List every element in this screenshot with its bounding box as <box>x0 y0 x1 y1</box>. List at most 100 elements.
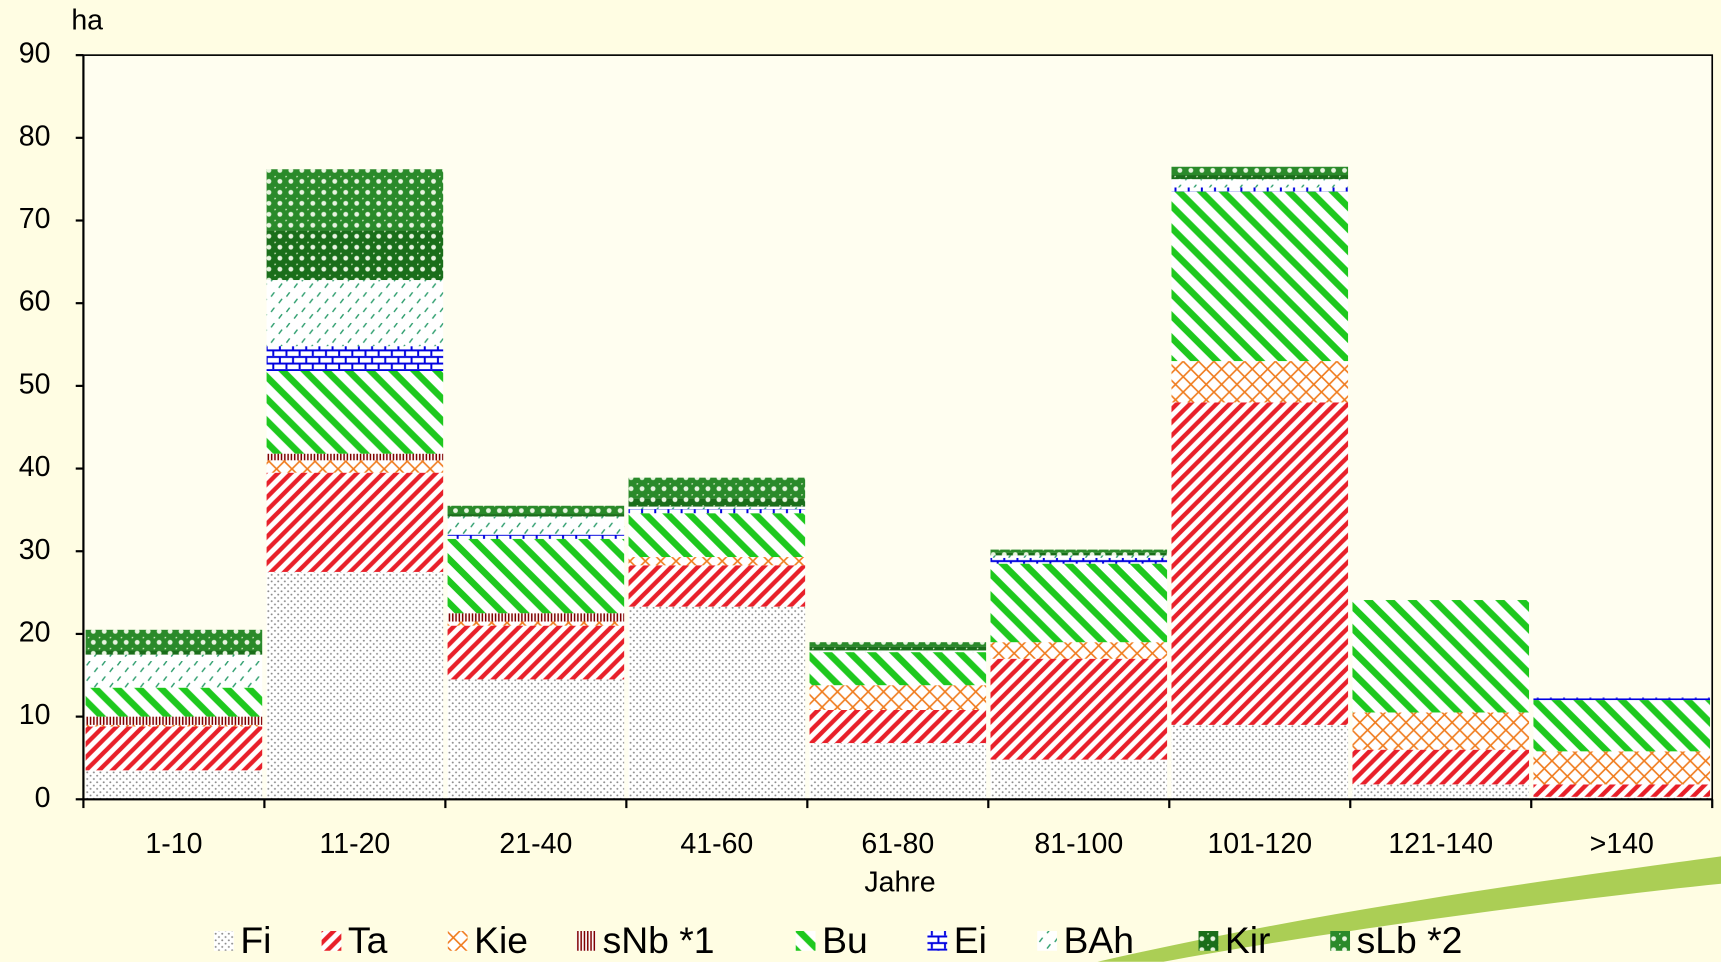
bar-segment <box>1171 402 1349 725</box>
bar-segment <box>990 549 1168 553</box>
legend-label: sNb *1 <box>603 919 715 961</box>
bar-segment <box>990 658 1168 760</box>
y-tick-label: 0 <box>35 782 51 814</box>
x-tick-label: 11-20 <box>319 828 390 860</box>
bar-segment <box>1171 175 1349 180</box>
y-tick-label: 70 <box>19 203 51 235</box>
bar-segment <box>1352 600 1530 713</box>
legend-label: sLb *2 <box>1357 919 1463 961</box>
legend-swatch <box>447 931 468 951</box>
bar-segment <box>85 716 263 725</box>
bar-segment <box>809 685 987 710</box>
legend-label: Ei <box>954 919 987 961</box>
bar-segment <box>809 650 987 653</box>
bar-segment <box>266 460 444 473</box>
bar-segment <box>628 565 806 607</box>
x-tick-label: 21-40 <box>499 828 572 860</box>
x-tick-label: 101-120 <box>1207 828 1312 860</box>
bar-segment <box>628 606 806 800</box>
bar-segment <box>1171 361 1349 403</box>
y-tick-label: 90 <box>19 38 51 70</box>
legend-swatch <box>576 931 596 951</box>
x-tick-label: 81-100 <box>1034 828 1123 860</box>
bar-segment <box>809 646 987 651</box>
legend-label: Kie <box>474 919 528 961</box>
bar-segment <box>85 724 263 727</box>
bar-segment <box>990 557 1168 564</box>
bar-segment <box>990 759 1168 800</box>
y-tick-label: 40 <box>19 451 51 483</box>
legend-label: Kir <box>1225 919 1271 961</box>
bar-segment <box>85 650 263 655</box>
y-tick-label: 10 <box>19 699 51 731</box>
bar-segment <box>628 506 806 510</box>
bar-segment <box>447 679 625 800</box>
bar-segment <box>266 169 444 231</box>
x-axis-label: Jahre <box>864 866 935 898</box>
bar-segment <box>1352 784 1530 800</box>
x-tick-label: 61-80 <box>861 828 934 860</box>
y-tick-label: 20 <box>19 616 51 648</box>
decor-swoosh <box>1097 856 1721 962</box>
bar-segment <box>447 534 625 539</box>
legend-swatch <box>321 931 342 951</box>
bar-segment <box>1171 191 1349 362</box>
legend-swatch <box>214 931 234 951</box>
bar-segment <box>266 230 444 281</box>
bar-segment <box>1533 784 1711 797</box>
bar-segment <box>85 726 263 771</box>
x-tick-label: 41-60 <box>680 828 753 860</box>
bar-segment <box>85 770 263 800</box>
x-tick-label: 121-140 <box>1388 828 1493 860</box>
bar-segment <box>1533 700 1711 752</box>
bar-segment <box>809 642 987 647</box>
y-axis-label: ha <box>71 5 103 37</box>
bar-segment <box>628 513 806 558</box>
bar-segment <box>990 552 1168 556</box>
bar-segment <box>266 453 444 461</box>
bar-segment <box>990 555 1168 558</box>
legend-swatch <box>1198 931 1219 951</box>
bar-segment <box>85 687 263 717</box>
bar-segment <box>1171 179 1349 188</box>
bar-segment <box>447 516 625 535</box>
bar-segment <box>447 621 625 626</box>
y-tick-label: 60 <box>19 286 51 318</box>
legend-swatch <box>1330 931 1351 951</box>
bar-segment <box>809 652 987 686</box>
legend-swatch <box>795 931 816 951</box>
legend-label: Ta <box>348 919 388 961</box>
bar-segment <box>628 509 806 514</box>
bar-segment <box>447 538 625 614</box>
bar-segment <box>628 498 806 507</box>
bar-segment <box>1533 697 1711 701</box>
bar-segment <box>628 557 806 566</box>
bar-segment <box>1171 187 1349 192</box>
bar-segment <box>447 505 625 515</box>
plot-border <box>82 54 1714 801</box>
legend-label: Fi <box>240 919 271 961</box>
bar-segment <box>85 654 263 688</box>
bar-segment <box>1171 166 1349 176</box>
y-tick-label: 30 <box>19 534 51 566</box>
bar-segment <box>1171 724 1349 800</box>
bar-segment <box>447 613 625 622</box>
bar-segment <box>85 629 263 651</box>
bar-segment <box>266 346 444 371</box>
bar-segment <box>628 477 806 499</box>
x-tick-label: 1-10 <box>145 828 202 860</box>
bar-segment <box>266 280 444 347</box>
bar-segment <box>266 472 444 572</box>
y-tick-label: 50 <box>19 368 51 400</box>
bar-segment <box>447 625 625 680</box>
legend-swatch <box>1037 931 1057 951</box>
bar-segment <box>990 642 1168 659</box>
y-tick-label: 80 <box>19 120 51 152</box>
bar-segment <box>1533 796 1711 800</box>
bar-segment <box>1352 712 1530 750</box>
bar-segment <box>809 709 987 744</box>
bar-segment <box>1533 751 1711 785</box>
x-tick-label: >140 <box>1590 828 1654 860</box>
legend-label: Bu <box>822 919 868 961</box>
